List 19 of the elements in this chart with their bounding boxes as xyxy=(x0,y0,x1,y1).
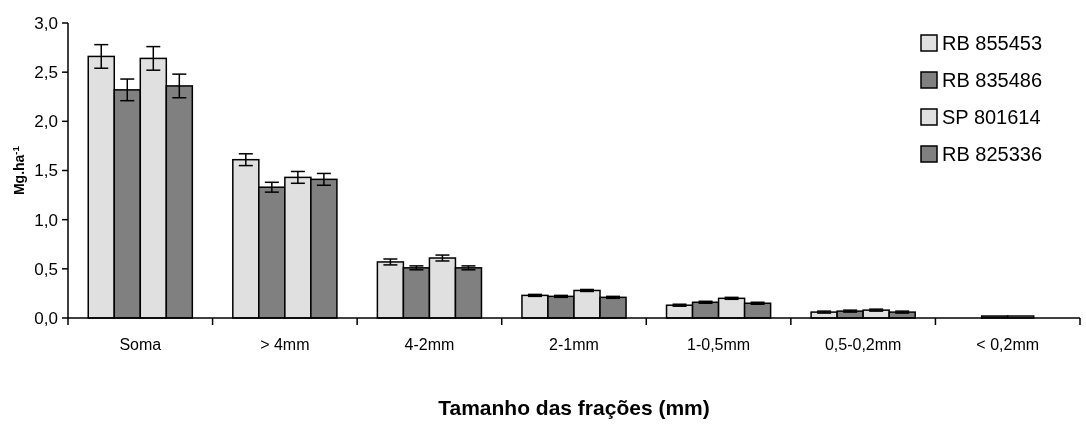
y-tick-label: 1,5 xyxy=(34,161,58,181)
x-tick-label: 4-2mm xyxy=(404,336,455,353)
legend-label: RB 855453 xyxy=(942,32,1043,54)
y-tick-label: 1,0 xyxy=(34,210,58,230)
x-tick-label: > 4mm xyxy=(260,336,310,353)
legend-label: RB 825336 xyxy=(942,143,1043,165)
y-tick-label: 0,5 xyxy=(34,259,58,279)
x-tick-label: 1-0,5mm xyxy=(687,336,751,353)
x-tick-label: Soma xyxy=(119,336,162,353)
y-tick-label: 0,0 xyxy=(34,308,58,328)
x-tick-label: 0,5-0,2mm xyxy=(824,336,902,353)
x-axis-title: Tamanho das frações (mm) xyxy=(438,396,710,419)
x-tick-label: < 0,2mm xyxy=(976,336,1040,353)
x-tick-label: 2-1mm xyxy=(549,336,599,353)
y-tick-label: 3,0 xyxy=(34,13,58,33)
y-tick-label: 2,0 xyxy=(34,112,58,132)
legend-label: SP 801614 xyxy=(942,106,1041,128)
legend-label: RB 835486 xyxy=(942,69,1043,91)
y-tick-label: 2,5 xyxy=(34,63,58,83)
